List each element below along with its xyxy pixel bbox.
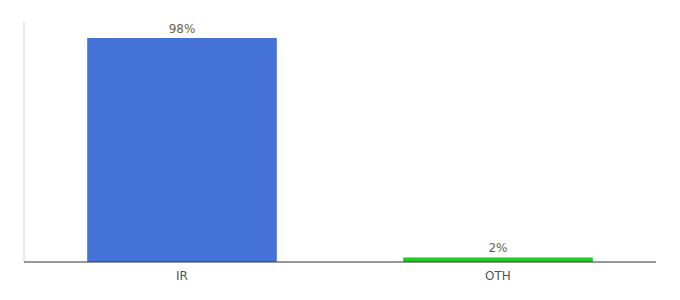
- x-axis-line: [24, 262, 656, 263]
- y-axis-line: [24, 22, 25, 262]
- chart-container: IR OTH 98% 2%: [0, 0, 680, 300]
- chart-svg: IR OTH 98% 2%: [0, 0, 680, 300]
- data-label: 98%: [169, 22, 196, 36]
- data-label: 2%: [488, 241, 507, 255]
- x-tick-label: OTH: [485, 269, 511, 283]
- x-tick-label: IR: [176, 269, 188, 283]
- bar: [403, 257, 593, 262]
- page: {"chart_data": {"type": "bar", "categori…: [0, 0, 680, 300]
- bars: [87, 38, 593, 262]
- bar: [87, 38, 277, 262]
